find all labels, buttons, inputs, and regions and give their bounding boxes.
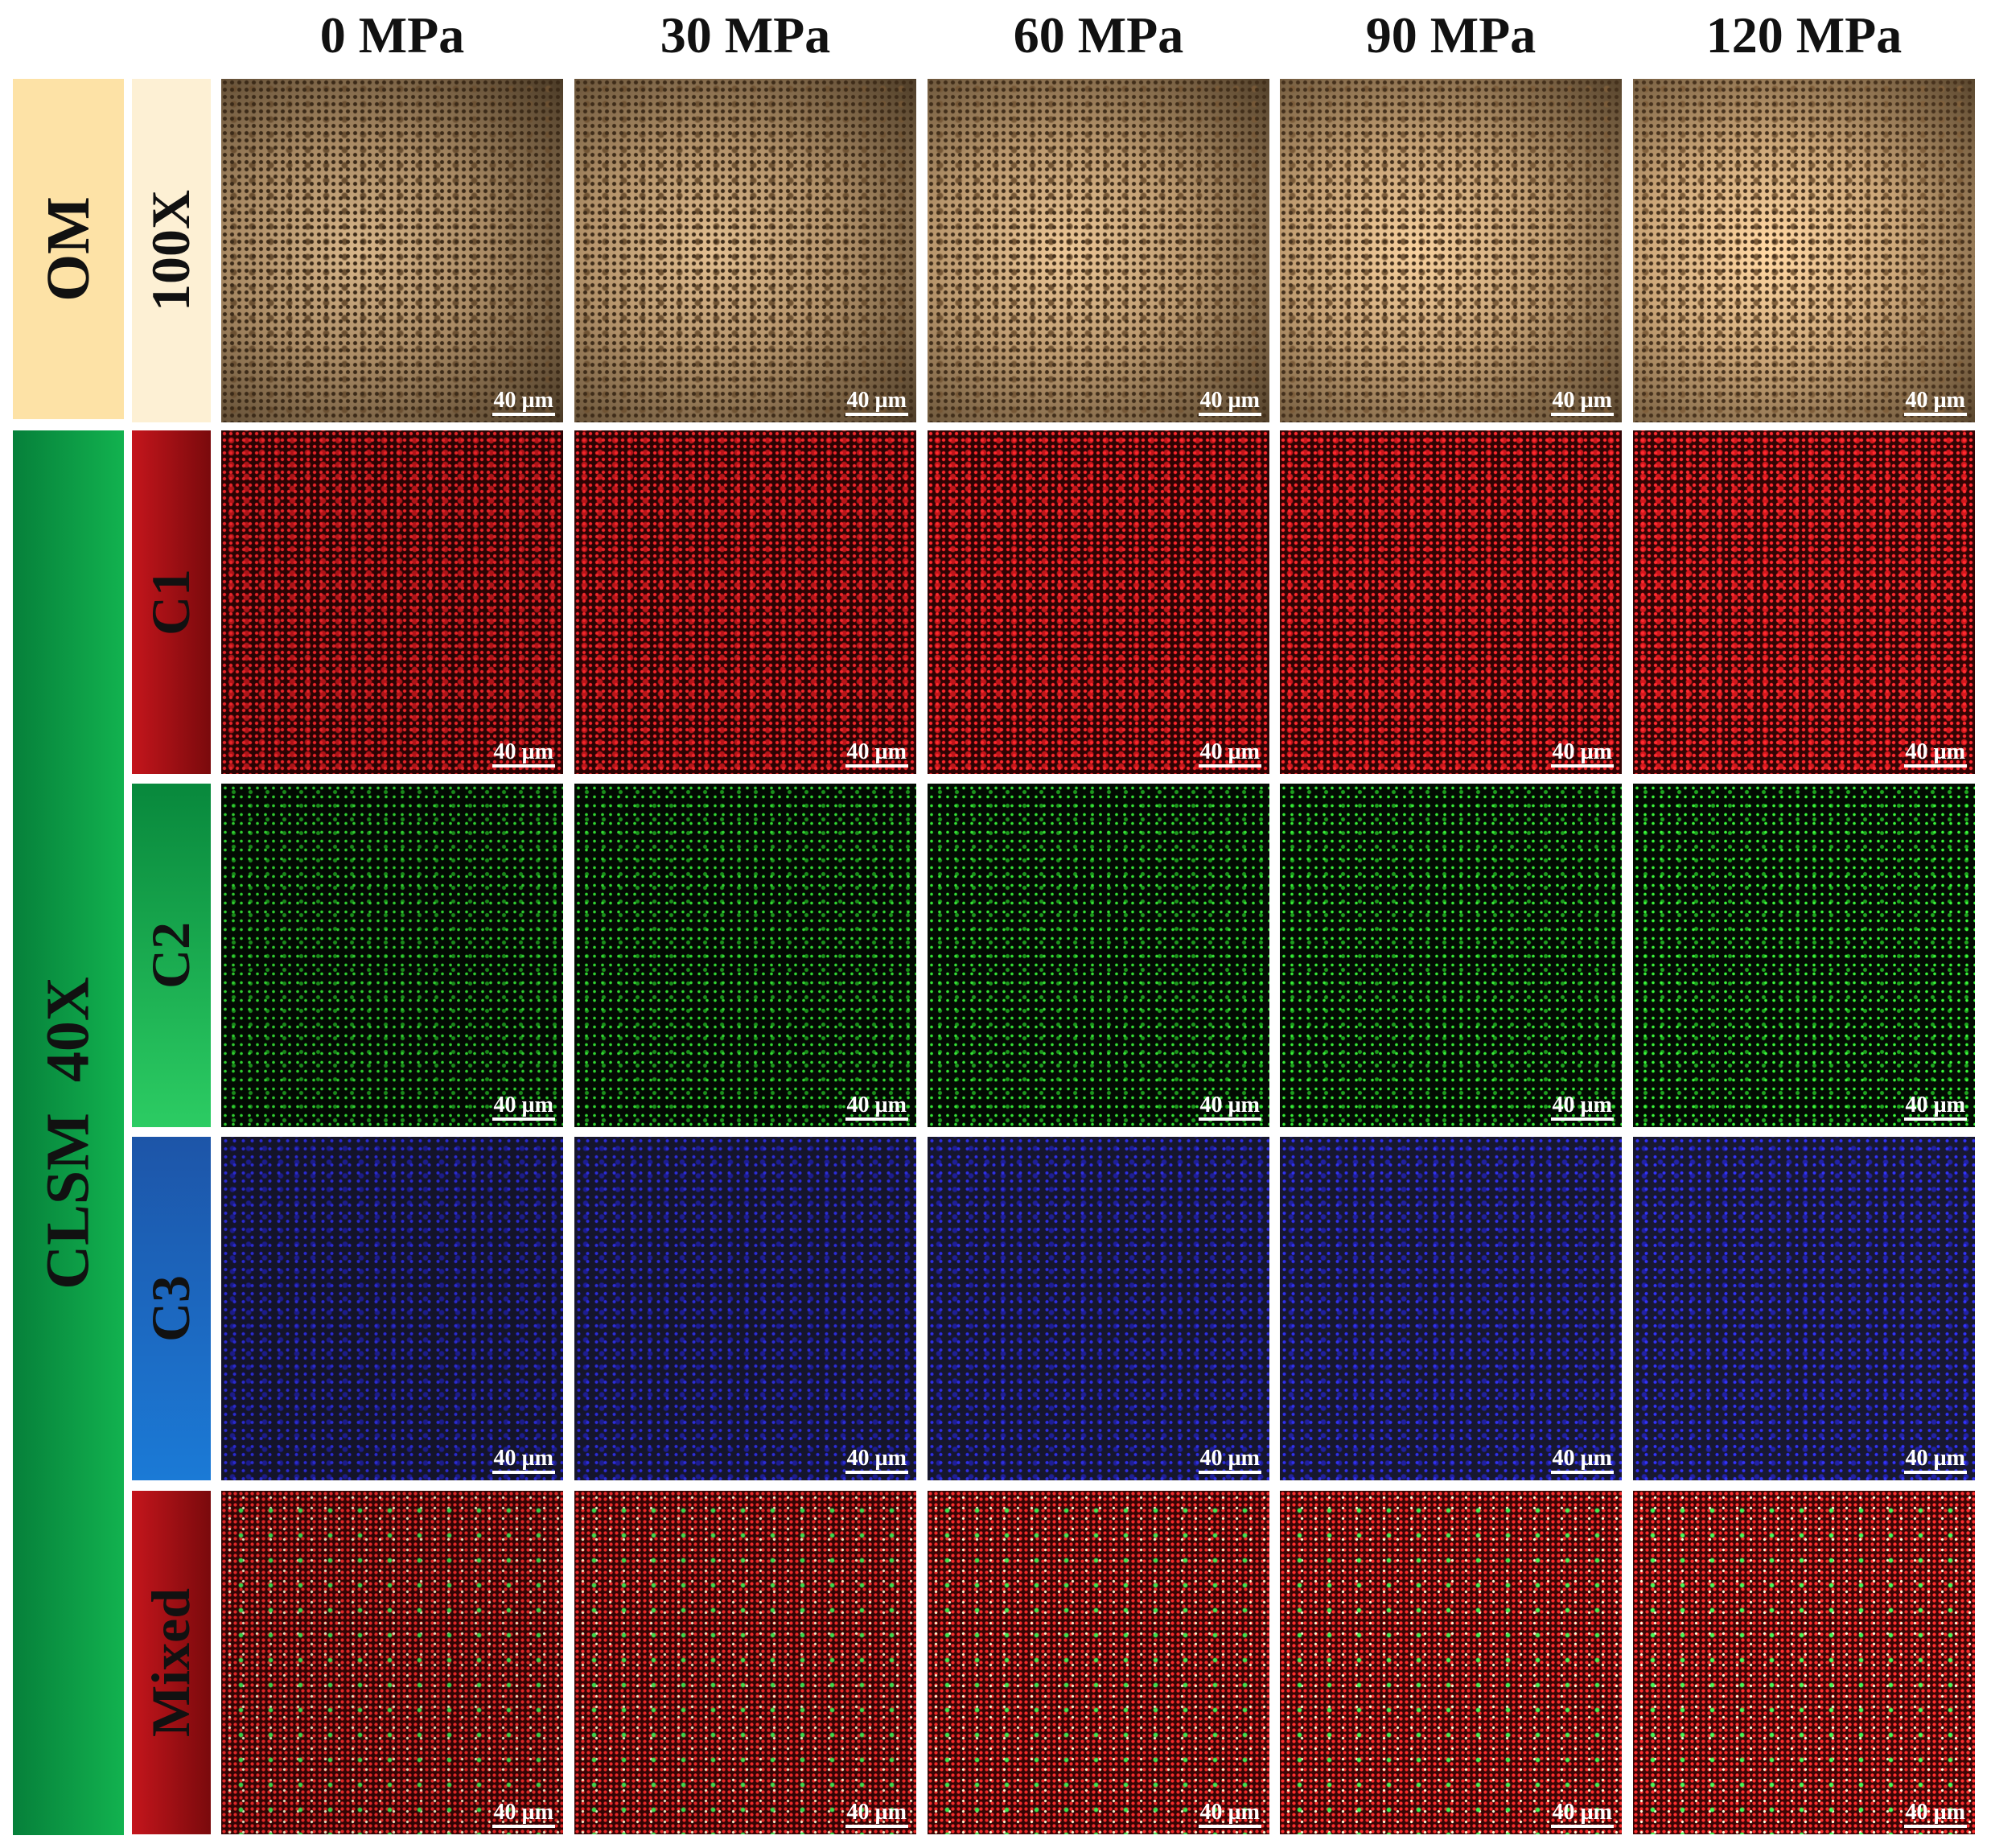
scale-bar: 40 µm: [845, 740, 908, 768]
micrograph: 40 µm: [221, 430, 563, 774]
micrograph: 40 µm: [1633, 1491, 1975, 1834]
micrograph: 40 µm: [1633, 784, 1975, 1127]
row-band: C3: [132, 1137, 211, 1480]
micrograph: 40 µm: [928, 1137, 1269, 1480]
micrograph: 40 µm: [1280, 1491, 1622, 1834]
scale-bar: 40 µm: [1903, 389, 1967, 416]
scale-bar: 40 µm: [1198, 389, 1261, 416]
scale-bar: 40 µm: [1550, 1801, 1614, 1828]
micrograph: 40 µm: [574, 784, 916, 1127]
scale-bar: 40 µm: [1903, 1093, 1967, 1121]
micrograph: 40 µm: [221, 1491, 563, 1834]
micrograph: 40 µm: [574, 1491, 916, 1834]
section-band: OM: [13, 79, 124, 419]
row-label: 100X: [140, 189, 202, 312]
micrograph: 40 µm: [574, 1137, 916, 1480]
row-band: 100X: [132, 79, 211, 422]
row-band: Mixed: [132, 1491, 211, 1834]
scale-bar: 40 µm: [492, 389, 555, 416]
micrograph: 40 µm: [928, 784, 1269, 1127]
micrograph: 40 µm: [221, 79, 563, 422]
micrograph: 40 µm: [1633, 1137, 1975, 1480]
row-label: C3: [140, 1274, 202, 1343]
scale-bar: 40 µm: [1903, 740, 1967, 768]
micrograph: 40 µm: [1280, 430, 1622, 774]
section-label: CLSM 40X: [34, 976, 102, 1290]
scale-bar: 40 µm: [1550, 1447, 1614, 1474]
micrograph: 40 µm: [928, 79, 1269, 422]
micrograph: 40 µm: [574, 430, 916, 774]
row-label: C1: [140, 568, 202, 636]
section-label: OM: [34, 196, 102, 302]
micrograph: 40 µm: [221, 784, 563, 1127]
column-header: 30 MPa: [660, 6, 831, 64]
column-header: 90 MPa: [1365, 6, 1536, 64]
micrograph: 40 µm: [928, 430, 1269, 774]
scale-bar: 40 µm: [492, 1801, 555, 1828]
micrograph: 40 µm: [1280, 784, 1622, 1127]
scale-bar: 40 µm: [1198, 1447, 1261, 1474]
micrograph: 40 µm: [1280, 1137, 1622, 1480]
column-header: 0 MPa: [319, 6, 465, 64]
micrograph: 40 µm: [1280, 79, 1622, 422]
scale-bar: 40 µm: [1550, 1093, 1614, 1121]
section-band: CLSM 40X: [13, 430, 124, 1835]
micrograph: 40 µm: [574, 79, 916, 422]
scale-bar: 40 µm: [1550, 740, 1614, 768]
micrograph: 40 µm: [1633, 430, 1975, 774]
scale-bar: 40 µm: [492, 1093, 555, 1121]
row-band: C2: [132, 784, 211, 1127]
row-label: Mixed: [140, 1587, 202, 1738]
scale-bar: 40 µm: [492, 1447, 555, 1474]
row-band: C1: [132, 430, 211, 774]
column-header: 120 MPa: [1705, 6, 1903, 64]
column-header: 60 MPa: [1013, 6, 1184, 64]
scale-bar: 40 µm: [1198, 1093, 1261, 1121]
scale-bar: 40 µm: [845, 1447, 908, 1474]
micrograph: 40 µm: [928, 1491, 1269, 1834]
scale-bar: 40 µm: [1903, 1447, 1967, 1474]
scale-bar: 40 µm: [1903, 1801, 1967, 1828]
scale-bar: 40 µm: [1198, 1801, 1261, 1828]
scale-bar: 40 µm: [845, 389, 908, 416]
scale-bar: 40 µm: [845, 1801, 908, 1828]
scale-bar: 40 µm: [1198, 740, 1261, 768]
micrograph: 40 µm: [1633, 79, 1975, 422]
row-label: C2: [140, 921, 202, 990]
micrograph: 40 µm: [221, 1137, 563, 1480]
scale-bar: 40 µm: [1550, 389, 1614, 416]
scale-bar: 40 µm: [492, 740, 555, 768]
scale-bar: 40 µm: [845, 1093, 908, 1121]
